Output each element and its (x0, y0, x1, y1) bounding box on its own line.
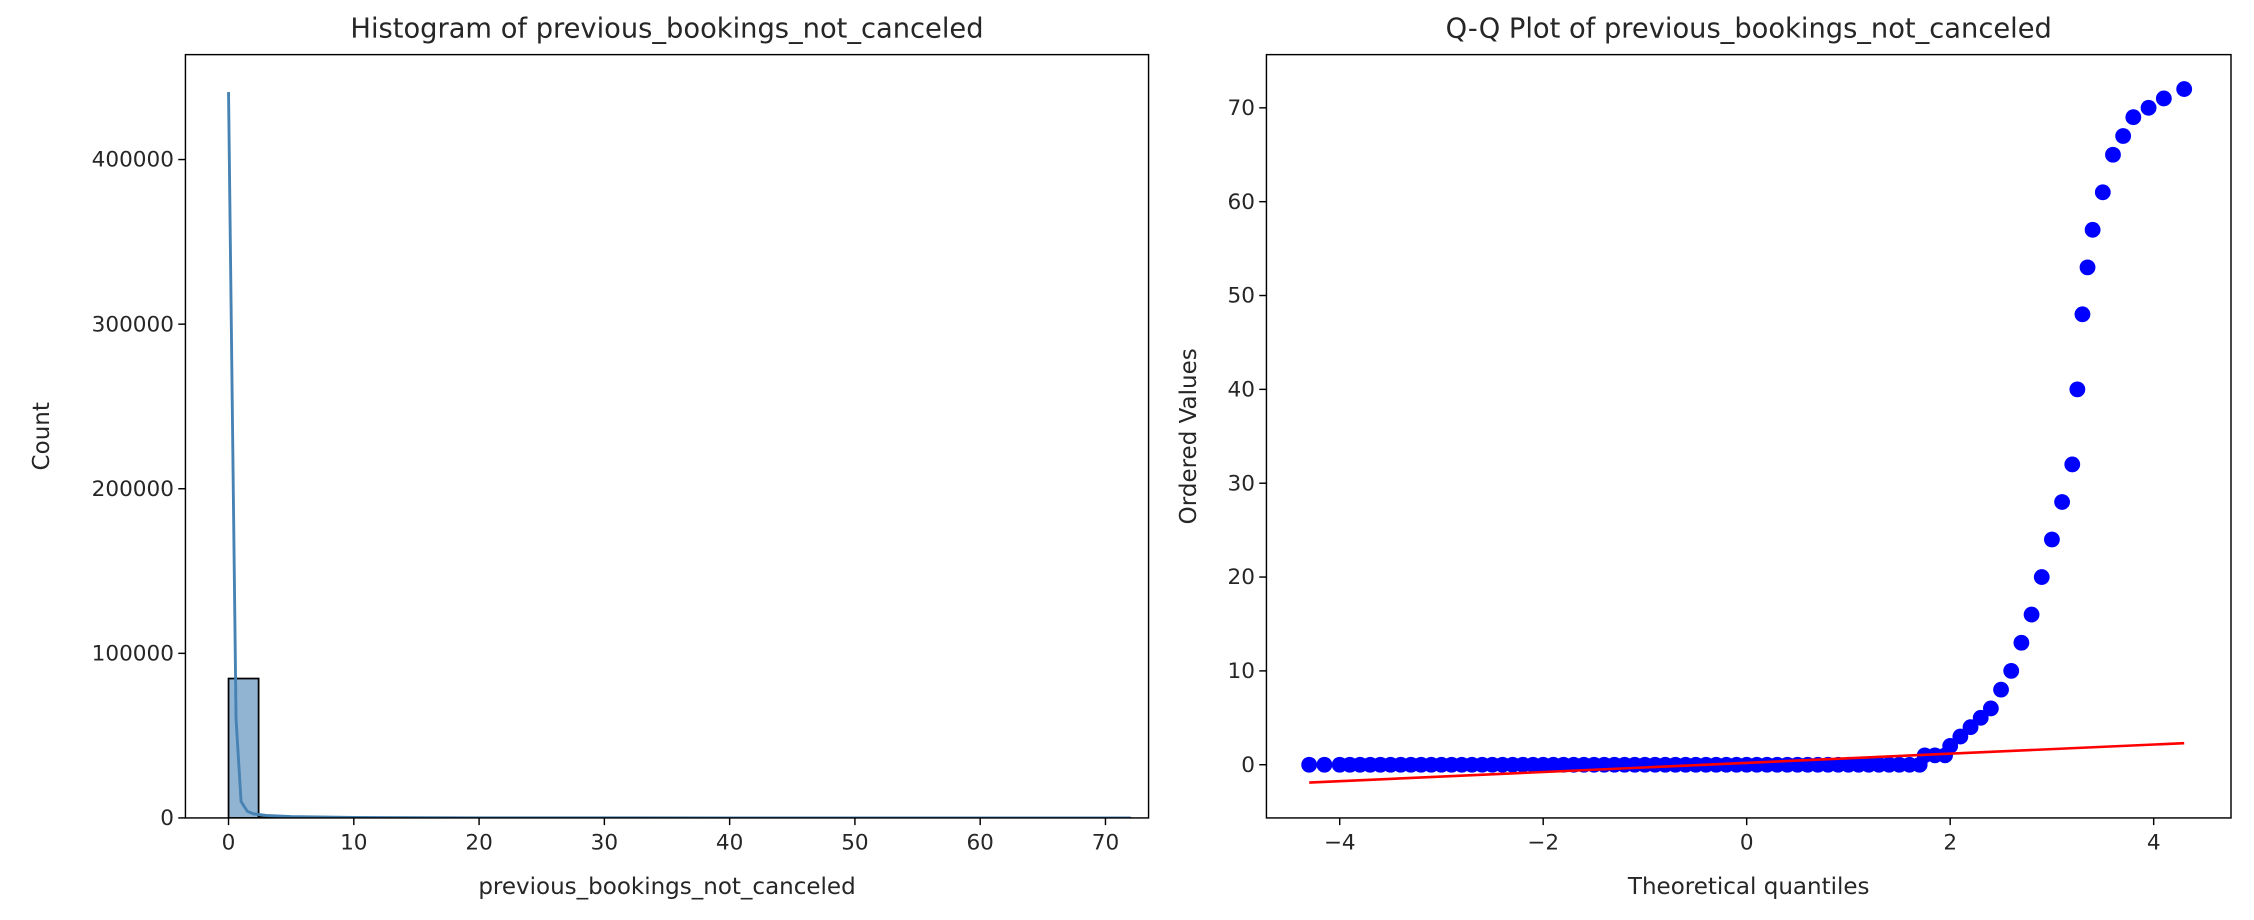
point (2013, 634, 2030, 651)
chart-title: Histogram of previous_bookings_not_cance… (350, 13, 983, 44)
x-tick-label: 60 (966, 831, 993, 856)
y-tick-label: 100000 (92, 642, 174, 667)
x-tick-label: −4 (1324, 831, 1356, 856)
point (2176, 81, 2193, 97)
point (1316, 756, 1333, 773)
point (2094, 184, 2111, 201)
point (2033, 569, 2050, 585)
x-tick-label: 70 (1092, 831, 1119, 856)
x-tick-label: 0 (1740, 831, 1754, 856)
point (1993, 681, 2009, 698)
y-tick-label: 40 (1228, 378, 1255, 403)
y-tick-label: 0 (1241, 753, 1255, 778)
y-tick-label: 0 (160, 806, 174, 831)
x-tick-label: 50 (841, 831, 868, 856)
x-tick-label: 30 (591, 831, 618, 856)
plot-area (1301, 81, 2193, 784)
point (2054, 494, 2071, 510)
point (2084, 221, 2101, 238)
x-tick-label: 0 (222, 831, 236, 856)
point (2003, 662, 2020, 679)
y-tick-label: 50 (1228, 284, 1255, 309)
chart-title: Q-Q Plot of previous_bookings_not_cancel… (1446, 13, 2052, 44)
x-tick-label: 40 (716, 831, 743, 856)
bar (227, 677, 260, 818)
axes-frame (184, 53, 1150, 819)
point (2155, 90, 2172, 107)
axes-frame (1265, 53, 2232, 819)
y-tick-label: 20 (1228, 565, 1255, 590)
point (1942, 738, 1959, 754)
y-tick-label: 70 (1228, 96, 1255, 121)
point (2125, 109, 2142, 126)
x-tick-label: 20 (465, 831, 492, 856)
x-axis-label: Theoretical quantiles (1627, 874, 1870, 900)
x-axis-label: previous_bookings_not_canceled (478, 874, 855, 900)
point (2023, 606, 2040, 623)
x-tick-label: 4 (2147, 831, 2161, 856)
y-tick-label: 300000 (92, 312, 174, 337)
point (2044, 531, 2060, 548)
y-tick-label: 30 (1228, 471, 1255, 496)
point (2079, 259, 2096, 276)
point (2069, 381, 2086, 398)
point (2074, 306, 2091, 323)
point (1952, 728, 1969, 745)
point (2105, 146, 2121, 163)
x-tick-label: 2 (1943, 831, 1957, 856)
point (1301, 756, 1318, 773)
y-axis-label: Ordered Values (1176, 348, 1202, 524)
panel: 0 10 20 30 40 50 60 70 0 100000 200000 300000 400000… (29, 13, 1150, 900)
x-tick-label: −2 (1527, 831, 1559, 856)
point (2064, 456, 2081, 473)
fit-line (1309, 741, 2185, 784)
point (2115, 128, 2132, 144)
y-tick-label: 60 (1228, 190, 1255, 215)
y-tick-label: 10 (1228, 659, 1255, 684)
y-tick-label: 400000 (92, 148, 174, 173)
y-axis-label: Count (29, 402, 55, 470)
point (1982, 700, 1999, 717)
point (1962, 719, 1979, 736)
y-tick-label: 200000 (92, 477, 174, 502)
x-tick-label: 10 (340, 831, 367, 856)
point (1972, 709, 1989, 726)
point (2140, 99, 2157, 116)
